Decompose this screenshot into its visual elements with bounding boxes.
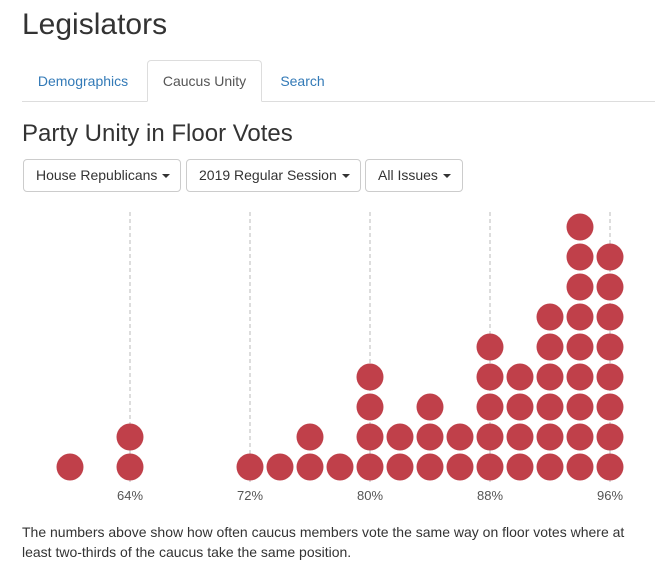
legislator-dot[interactable] xyxy=(356,453,384,481)
legislator-dot[interactable] xyxy=(566,303,594,331)
legislator-dot[interactable] xyxy=(476,423,504,451)
caucus-dropdown[interactable]: House Republicans xyxy=(23,159,181,192)
x-tick-label: 96% xyxy=(597,488,623,503)
legislator-dot[interactable] xyxy=(596,363,624,391)
unity-dot-chart: 64% 72% 80% 88% 96% xyxy=(56,212,624,503)
legislator-dot[interactable] xyxy=(296,423,324,451)
legislator-dot[interactable] xyxy=(596,453,624,481)
caret-down-icon xyxy=(162,174,171,179)
legislator-dot[interactable] xyxy=(506,453,534,481)
tab-demographics[interactable]: Demographics xyxy=(37,73,129,89)
legislator-dot[interactable] xyxy=(536,333,564,361)
legislator-dot[interactable] xyxy=(566,393,594,421)
legislator-dot[interactable] xyxy=(566,243,594,271)
tab-caucus-unity[interactable]: Caucus Unity xyxy=(147,60,262,102)
legislator-dot[interactable] xyxy=(266,453,294,481)
caret-down-icon xyxy=(442,174,451,179)
legislator-dot[interactable] xyxy=(476,393,504,421)
issues-dropdown[interactable]: All Issues xyxy=(365,159,463,192)
session-dropdown[interactable]: 2019 Regular Session xyxy=(186,159,361,192)
legislator-dot[interactable] xyxy=(506,393,534,421)
legislator-dot[interactable] xyxy=(386,453,414,481)
legislator-dot[interactable] xyxy=(476,333,504,361)
legislator-dot[interactable] xyxy=(296,453,324,481)
legislator-dot[interactable] xyxy=(536,303,564,331)
legislator-dot[interactable] xyxy=(56,453,84,481)
legislator-dot[interactable] xyxy=(536,363,564,391)
legislator-dot[interactable] xyxy=(446,453,474,481)
legislator-dot[interactable] xyxy=(566,333,594,361)
legislator-dot[interactable] xyxy=(356,393,384,421)
legislator-dot[interactable] xyxy=(596,273,624,301)
tab-bar: Demographics Caucus Unity Search xyxy=(22,60,655,102)
legislator-dot[interactable] xyxy=(566,423,594,451)
legislator-dot[interactable] xyxy=(596,303,624,331)
legislator-dot[interactable] xyxy=(596,393,624,421)
legislator-dot[interactable] xyxy=(326,453,354,481)
caret-down-icon xyxy=(341,174,350,179)
legislator-dot[interactable] xyxy=(506,363,534,391)
footnote: The numbers above show how often caucus … xyxy=(22,524,625,560)
legislator-dot[interactable] xyxy=(416,453,444,481)
legislator-dot[interactable] xyxy=(536,423,564,451)
issues-dropdown-label: All Issues xyxy=(378,167,438,183)
x-tick-label: 64% xyxy=(117,488,143,503)
legislator-dot[interactable] xyxy=(596,333,624,361)
legislator-dot[interactable] xyxy=(356,363,384,391)
legislator-dot[interactable] xyxy=(356,423,384,451)
legislator-dot[interactable] xyxy=(416,393,444,421)
legislator-dot[interactable] xyxy=(386,423,414,451)
legislator-dot[interactable] xyxy=(116,423,144,451)
legislator-dot[interactable] xyxy=(596,423,624,451)
legislator-dot[interactable] xyxy=(596,243,624,271)
legislator-dot[interactable] xyxy=(476,453,504,481)
legislator-dot[interactable] xyxy=(476,363,504,391)
tab-search[interactable]: Search xyxy=(280,73,325,89)
legislator-dot[interactable] xyxy=(236,453,264,481)
caucus-dropdown-label: House Republicans xyxy=(36,167,158,183)
legislator-dot[interactable] xyxy=(536,453,564,481)
x-tick-label: 72% xyxy=(237,488,263,503)
x-tick-label: 88% xyxy=(477,488,503,503)
x-tick-label: 80% xyxy=(357,488,383,503)
legislator-dot[interactable] xyxy=(116,453,144,481)
legislator-dot[interactable] xyxy=(416,423,444,451)
legislator-dot[interactable] xyxy=(566,363,594,391)
legislator-dot[interactable] xyxy=(506,423,534,451)
session-dropdown-label: 2019 Regular Session xyxy=(199,167,337,183)
legislator-dot[interactable] xyxy=(536,393,564,421)
section-title: Party Unity in Floor Votes xyxy=(22,120,293,147)
legislator-dot[interactable] xyxy=(566,273,594,301)
legislator-dot[interactable] xyxy=(566,453,594,481)
legislator-dot[interactable] xyxy=(566,213,594,241)
legislator-dot[interactable] xyxy=(446,423,474,451)
page-title: Legislators xyxy=(22,8,168,41)
